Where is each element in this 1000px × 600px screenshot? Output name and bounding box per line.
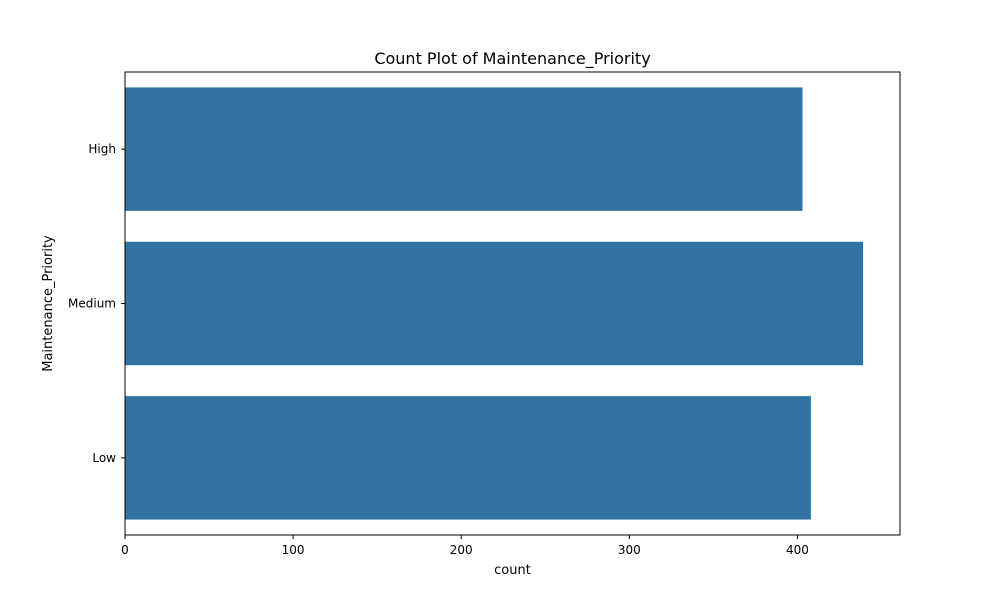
- bars-layer: [125, 87, 864, 520]
- bar-medium: [125, 241, 864, 366]
- y-tick-label: Medium: [68, 297, 116, 311]
- x-tick-label: 400: [786, 543, 809, 557]
- x-axis-ticks: 0 100 200 300 400: [121, 535, 809, 557]
- y-tick-label: High: [88, 142, 116, 156]
- bar-high: [125, 87, 803, 211]
- x-tick-label: 0: [121, 543, 129, 557]
- y-axis-ticks: High Medium Low: [68, 142, 125, 465]
- bar-low: [125, 396, 811, 520]
- chart-title: Count Plot of Maintenance_Priority: [374, 49, 650, 69]
- y-tick-label: Low: [92, 451, 116, 465]
- y-axis-label: Maintenance_Priority: [41, 235, 56, 372]
- x-tick-label: 300: [618, 543, 641, 557]
- x-tick-label: 200: [450, 543, 473, 557]
- x-tick-label: 100: [282, 543, 305, 557]
- x-axis-label: count: [494, 563, 531, 578]
